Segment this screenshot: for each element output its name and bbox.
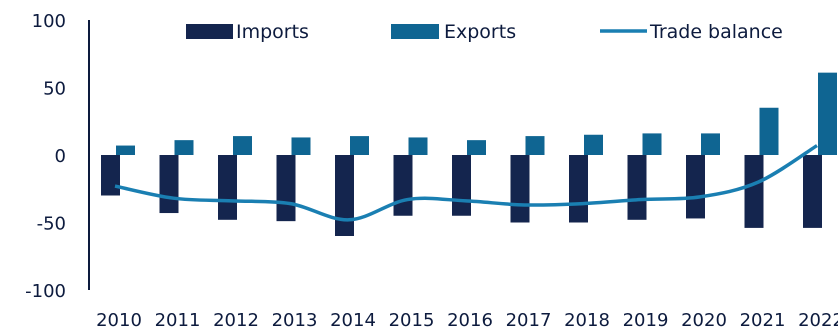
bar-exports-2018 <box>584 134 603 155</box>
bar-imports-2010 <box>101 155 120 196</box>
legend-label-exports: Exports <box>444 21 516 43</box>
bar-exports-2015 <box>408 137 428 155</box>
x-tick-2015: 2015 <box>389 310 435 329</box>
bar-exports-2020 <box>701 133 720 155</box>
bar-exports-2011 <box>174 140 194 155</box>
bar-imports-2021 <box>744 155 764 228</box>
x-tick-2021: 2021 <box>740 310 786 329</box>
bar-imports-2018 <box>569 155 588 223</box>
y-tick--100: -100 <box>25 281 66 302</box>
x-tick-2014: 2014 <box>330 310 376 329</box>
bars-group <box>101 72 837 236</box>
bar-exports-2010 <box>116 145 135 155</box>
bar-exports-2013 <box>291 137 311 155</box>
legend: Imports Exports Trade balance <box>186 21 783 43</box>
x-tick-2010: 2010 <box>96 310 142 329</box>
bar-exports-2019 <box>642 133 662 155</box>
bar-exports-2017 <box>525 136 545 155</box>
bar-imports-2015 <box>393 155 413 216</box>
y-tick-50: 50 <box>43 79 66 100</box>
y-tick-0: 0 <box>55 146 66 167</box>
y-tick-100: 100 <box>32 11 66 32</box>
bar-imports-2019 <box>627 155 647 220</box>
x-tick-2020: 2020 <box>681 310 727 329</box>
x-tick-2018: 2018 <box>564 310 610 329</box>
x-tick-2016: 2016 <box>447 310 493 329</box>
legend-swatch-imports <box>186 24 233 39</box>
bar-imports-2022 <box>803 155 822 228</box>
x-tick-2022: 2022 <box>798 310 838 329</box>
legend-label-balance: Trade balance <box>649 21 783 43</box>
x-tick-labels: 2010 2011 2012 2013 2014 2015 2016 2017 2018 2019… <box>96 310 838 329</box>
x-tick-2013: 2013 <box>272 310 318 329</box>
bar-imports-2016 <box>452 155 471 216</box>
x-tick-2012: 2012 <box>213 310 259 329</box>
y-tick--50: -50 <box>37 214 66 235</box>
bar-imports-2017 <box>510 155 530 223</box>
bar-imports-2011 <box>159 155 179 214</box>
x-tick-2019: 2019 <box>623 310 669 329</box>
x-tick-2011: 2011 <box>155 310 201 329</box>
x-tick-2017: 2017 <box>506 310 552 329</box>
bar-imports-2014 <box>335 155 354 236</box>
y-tick-labels: 100 50 0 -50 -100 <box>25 11 66 302</box>
legend-swatch-exports <box>391 24 439 39</box>
balance-line-group <box>114 144 818 222</box>
legend-label-imports: Imports <box>236 21 309 43</box>
bar-imports-2020 <box>686 155 705 219</box>
bar-exports-2016 <box>467 140 486 155</box>
bar-exports-2021 <box>759 107 779 155</box>
bar-exports-2014 <box>350 136 369 155</box>
bar-imports-2013 <box>276 155 296 222</box>
trade-balance-line <box>114 144 818 222</box>
bar-exports-2012 <box>233 136 252 155</box>
bar-exports-2022 <box>818 72 837 155</box>
bar-imports-2012 <box>218 155 237 220</box>
